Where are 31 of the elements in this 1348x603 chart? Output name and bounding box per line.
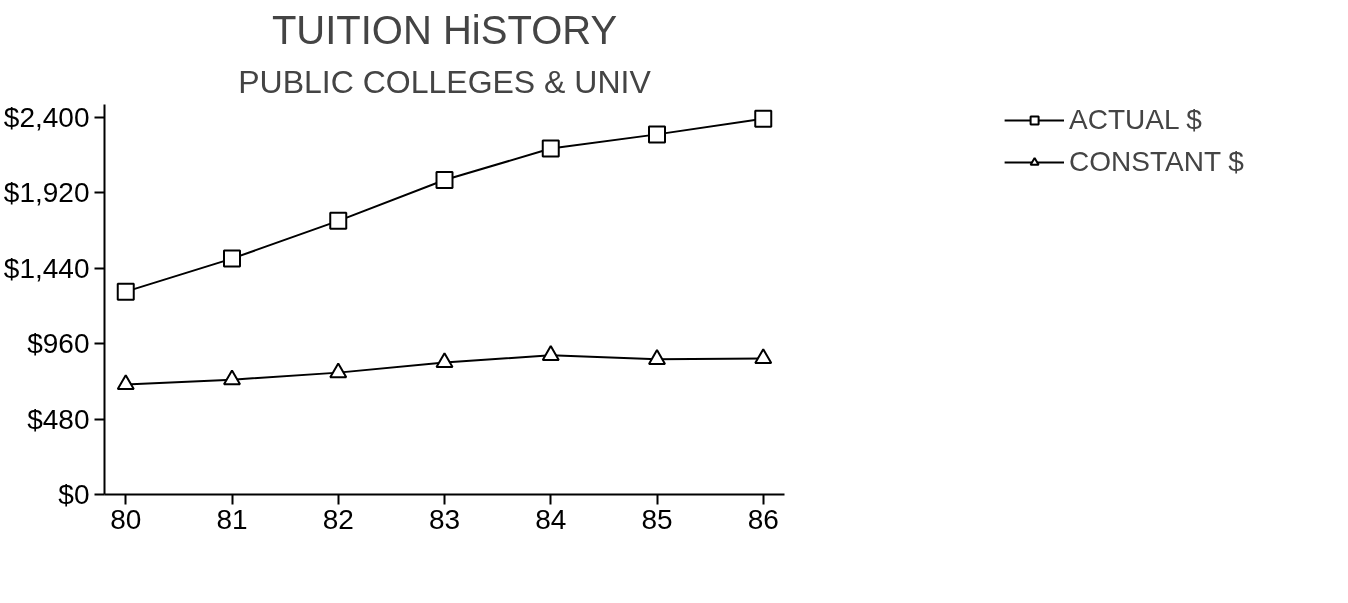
point — [223, 249, 241, 268]
point — [648, 349, 666, 365]
x-tick-label: 82 — [322, 503, 354, 535]
y-tick-label: $1,440 — [3, 252, 90, 284]
chart-title: TUITION HiSTORY — [271, 7, 618, 52]
y-tick-label: $1,920 — [3, 177, 90, 209]
point — [541, 139, 560, 158]
y-tick-label: $480 — [27, 403, 90, 435]
y-tick-label: $2,400 — [3, 101, 90, 133]
point — [648, 125, 666, 144]
x-tick-label: 83 — [428, 503, 461, 535]
legend-label: ACTUAL $ — [1069, 104, 1202, 136]
point — [435, 170, 454, 189]
y-tick-label: $960 — [27, 328, 90, 360]
point — [223, 369, 241, 386]
x-tick-label: 86 — [747, 503, 779, 535]
x-tick-label: 85 — [641, 503, 673, 535]
point — [329, 362, 348, 379]
point — [116, 374, 135, 391]
x-tick-label: 80 — [110, 503, 142, 535]
chart-subtitle: PUBLIC COLLEGES & UNIV — [238, 63, 652, 100]
x-tick-label: 81 — [216, 503, 248, 535]
point — [754, 348, 773, 365]
point — [435, 352, 454, 369]
legend-label: CONSTANT $ — [1069, 146, 1244, 178]
point — [541, 345, 560, 361]
point — [116, 282, 135, 301]
point — [329, 211, 348, 230]
point — [754, 109, 773, 128]
x-tick-label: 84 — [535, 503, 567, 535]
y-tick-label: $0 — [58, 479, 90, 510]
